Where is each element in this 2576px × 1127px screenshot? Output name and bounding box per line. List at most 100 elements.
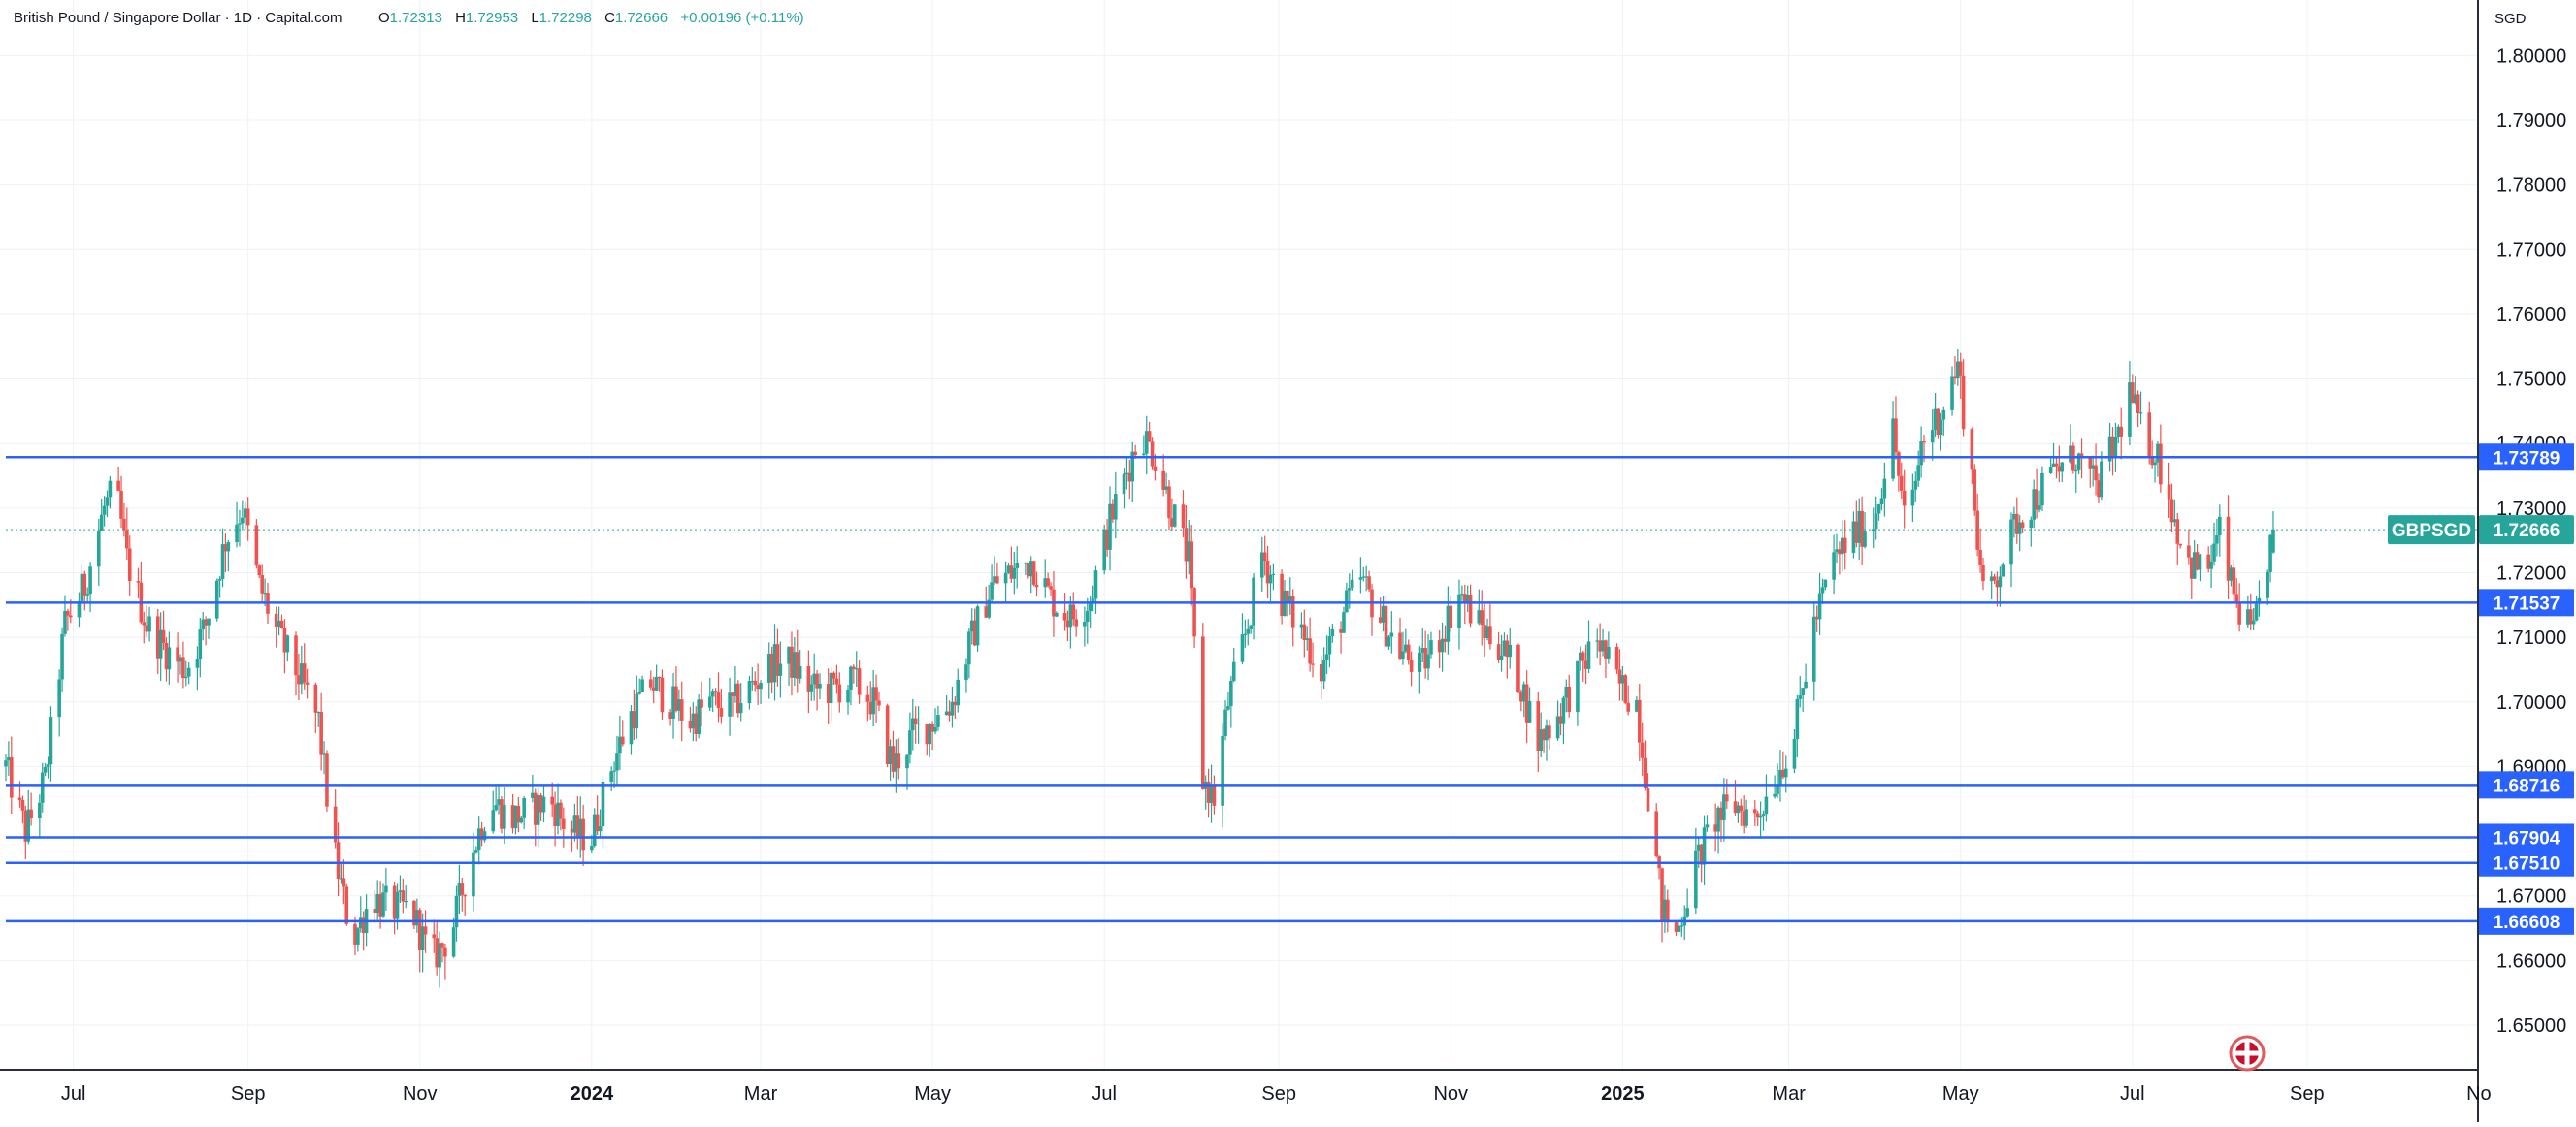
x-tick-label: Jul xyxy=(2120,1083,2145,1105)
candle-body xyxy=(2189,557,2194,579)
candle-body xyxy=(1111,503,1115,520)
candle-body xyxy=(1477,610,1482,624)
candle-body xyxy=(1601,640,1605,652)
candle-body xyxy=(7,757,11,761)
candle-body xyxy=(1516,644,1520,692)
time-axis-background[interactable] xyxy=(0,1070,2479,1122)
candle-body xyxy=(2069,445,2072,463)
candle-body xyxy=(612,770,616,772)
candle-body xyxy=(1604,640,1608,659)
candle-body xyxy=(953,701,958,706)
candle-body xyxy=(2271,529,2275,553)
candle-body xyxy=(1378,617,1383,623)
candle-body xyxy=(1446,605,1451,642)
candle-body xyxy=(550,796,554,805)
candle-body xyxy=(1801,688,1805,696)
candle-body xyxy=(1736,805,1741,814)
candle-body xyxy=(1758,815,1763,818)
candle-body xyxy=(969,620,974,632)
candle-body xyxy=(1764,796,1769,815)
candle-body xyxy=(457,883,462,896)
candle-body xyxy=(2257,597,2262,604)
x-tick-label: Mar xyxy=(744,1083,778,1105)
candle-body xyxy=(1783,768,1788,778)
candle-body xyxy=(595,814,600,832)
candle-body xyxy=(1015,563,1020,568)
candle-body xyxy=(1088,602,1092,611)
candle-body xyxy=(119,490,123,519)
candle-body xyxy=(1012,567,1017,579)
y-tick-label: 1.78000 xyxy=(2496,176,2566,197)
candle-body xyxy=(1280,573,1284,617)
candle-body xyxy=(1181,504,1186,529)
candle-body xyxy=(1418,652,1422,672)
uk-flag-icon[interactable] xyxy=(2229,1035,2266,1072)
candle-body xyxy=(852,666,856,669)
candle-body xyxy=(795,652,799,679)
candle-body xyxy=(1305,638,1310,640)
candle-body xyxy=(2116,426,2121,437)
candle-body xyxy=(2246,609,2250,625)
candle-body xyxy=(1299,624,1304,628)
candle-body xyxy=(1091,598,1095,603)
candle-body xyxy=(1083,622,1087,627)
candle-body xyxy=(1545,725,1549,741)
candle-body xyxy=(649,679,653,688)
candle-body xyxy=(176,647,179,662)
candle-body xyxy=(423,926,428,935)
candle-body xyxy=(1583,660,1588,669)
candle-body xyxy=(908,730,912,755)
candle-body xyxy=(877,700,881,706)
candle-body xyxy=(339,878,343,880)
candle-body xyxy=(964,664,968,680)
candle-body xyxy=(381,892,385,917)
candle-body xyxy=(1916,465,1920,481)
candle-body xyxy=(1742,811,1745,826)
candle-body xyxy=(2107,436,2112,462)
candle-body xyxy=(1212,786,1217,806)
open-label: O xyxy=(378,10,390,26)
candle-body xyxy=(668,712,672,719)
candle-body xyxy=(572,815,577,833)
candle-body xyxy=(947,711,952,716)
x-tick-label: Jul xyxy=(1092,1083,1117,1105)
candle-body xyxy=(1153,466,1158,471)
candle-body xyxy=(1539,729,1543,752)
candle-body xyxy=(654,676,659,691)
candle-body xyxy=(1420,647,1425,653)
candle-body xyxy=(201,619,206,630)
candle-layer xyxy=(4,349,2275,988)
candle-body xyxy=(1206,781,1211,803)
candle-body xyxy=(1192,588,1196,637)
candle-body xyxy=(541,796,546,813)
candle-body xyxy=(2172,519,2177,523)
candle-body xyxy=(553,804,557,826)
candle-body xyxy=(1910,489,1915,506)
candle-body xyxy=(1055,612,1059,617)
candle-body xyxy=(1871,529,1875,532)
candle-body xyxy=(2156,443,2160,463)
candle-body xyxy=(2229,567,2234,581)
candle-body xyxy=(618,736,622,754)
candle-body xyxy=(161,629,166,643)
candle-body xyxy=(2167,484,2171,500)
candle-body xyxy=(1973,469,1977,511)
candle-body xyxy=(812,673,816,685)
candle-body xyxy=(1031,561,1036,585)
horizontal-levels[interactable] xyxy=(6,456,2478,923)
candle-body xyxy=(1339,628,1343,633)
open-value: 1.72313 xyxy=(390,10,442,26)
candle-body xyxy=(1496,644,1501,660)
candle-body xyxy=(1933,408,1938,431)
legend-header: British Pound / Singapore Dollar · 1D · … xyxy=(14,10,804,26)
candle-body xyxy=(1483,625,1486,639)
candle-body xyxy=(1308,638,1312,664)
candle-body xyxy=(697,699,701,735)
candle-body xyxy=(1579,652,1582,661)
price-axis-background[interactable] xyxy=(2478,0,2576,1122)
candle-body xyxy=(1311,663,1315,665)
candle-body xyxy=(1899,475,1904,491)
candle-body xyxy=(570,828,574,833)
